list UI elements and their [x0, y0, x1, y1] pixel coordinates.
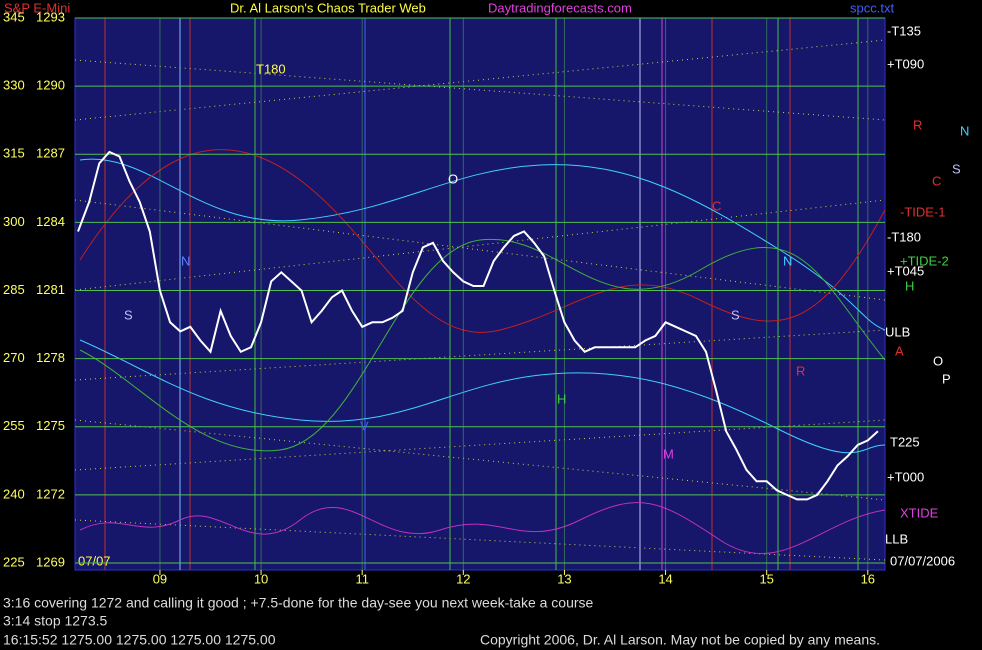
site-name: Dr. Al Larson's Chaos Trader Web	[230, 0, 426, 15]
marker-letter: R	[913, 117, 922, 132]
level-label: 07/07/2006	[890, 553, 955, 568]
x-tick-label: 12	[456, 571, 470, 586]
chart-label: M	[663, 446, 674, 461]
marker-letter: H	[905, 278, 914, 293]
marker-letter: A	[895, 343, 904, 358]
y-tick-label: 1284	[36, 214, 65, 229]
chart-label: V	[360, 418, 369, 433]
chart-label: H	[557, 391, 566, 406]
level-label: -T135	[887, 23, 921, 38]
chart-label: C	[712, 198, 721, 213]
y-tick-label: 1269	[36, 554, 65, 569]
y2-tick-label: 330	[3, 78, 25, 93]
level-label: XTIDE	[900, 505, 939, 520]
marker-letter: S	[952, 161, 961, 176]
level-label: +T045	[887, 263, 924, 278]
dotted-line	[74, 39, 886, 561]
y-tick-label: 1275	[36, 418, 65, 433]
chart-label: N	[783, 253, 792, 268]
marker-letter: P	[942, 371, 951, 386]
level-label: -T180	[887, 229, 921, 244]
chart-label: N	[181, 253, 190, 268]
chart-label: O	[448, 171, 458, 186]
y-tick-label: 1278	[36, 350, 65, 365]
y2-tick-label: 285	[3, 282, 25, 297]
x-tick-label: 11	[355, 571, 369, 586]
level-label: LLB	[885, 531, 908, 546]
copyright: Copyright 2006, Dr. Al Larson. May not b…	[480, 632, 880, 648]
y2-tick-label: 345	[3, 9, 25, 24]
chart-label: R	[796, 363, 805, 378]
x-tick-label: 14	[658, 571, 672, 586]
y2-tick-label: 270	[3, 350, 25, 365]
date-label: 07/07	[78, 553, 111, 568]
site-url: Daytradingforecasts.com	[488, 0, 632, 15]
plot-area	[74, 17, 886, 571]
y2-tick-label: 315	[3, 146, 25, 161]
level-label: +T000	[887, 469, 924, 484]
x-tick-label: 10	[254, 571, 268, 586]
cycle-line	[79, 238, 886, 452]
y2-tick-label: 255	[3, 418, 25, 433]
footer-line: 16:15:52 1275.00 1275.00 1275.00 1275.00	[3, 632, 276, 648]
marker-letter: N	[960, 123, 969, 138]
y-tick-label: 1281	[36, 282, 65, 297]
cycle-line	[79, 149, 886, 333]
level-label: T225	[890, 434, 920, 449]
tide-line	[79, 502, 886, 555]
y-tick-label: 1293	[36, 9, 65, 24]
level-label: -TIDE-1	[900, 204, 946, 219]
chart-label: T180	[256, 61, 286, 76]
chart-title: S&P E-Mini	[4, 0, 70, 15]
price-line	[77, 150, 879, 501]
level-label: ULB	[885, 324, 910, 339]
level-label: +TIDE-2	[900, 253, 949, 268]
y-tick-label: 1287	[36, 146, 65, 161]
x-tick-label: 15	[759, 571, 773, 586]
chart-label: S	[124, 307, 133, 322]
x-tick-label: 13	[557, 571, 571, 586]
footer-line: 3:14 stop 1273.5	[3, 613, 108, 629]
y-tick-label: 1290	[36, 78, 65, 93]
y2-tick-label: 225	[3, 554, 25, 569]
y2-tick-label: 300	[3, 214, 25, 229]
band-line	[79, 339, 886, 454]
band-line	[79, 158, 886, 331]
level-label: +T090	[887, 56, 924, 71]
y-tick-label: 1272	[36, 486, 65, 501]
marker-letter: O	[933, 353, 943, 368]
x-tick-label: 09	[153, 571, 167, 586]
x-tick-label: 16	[861, 571, 875, 586]
file-name: spcc.txt	[850, 0, 894, 15]
y2-tick-label: 240	[3, 486, 25, 501]
chart-label: S	[731, 307, 740, 322]
marker-letter: C	[932, 173, 941, 188]
footer-line: 3:16 covering 1272 and calling it good ;…	[3, 595, 594, 611]
